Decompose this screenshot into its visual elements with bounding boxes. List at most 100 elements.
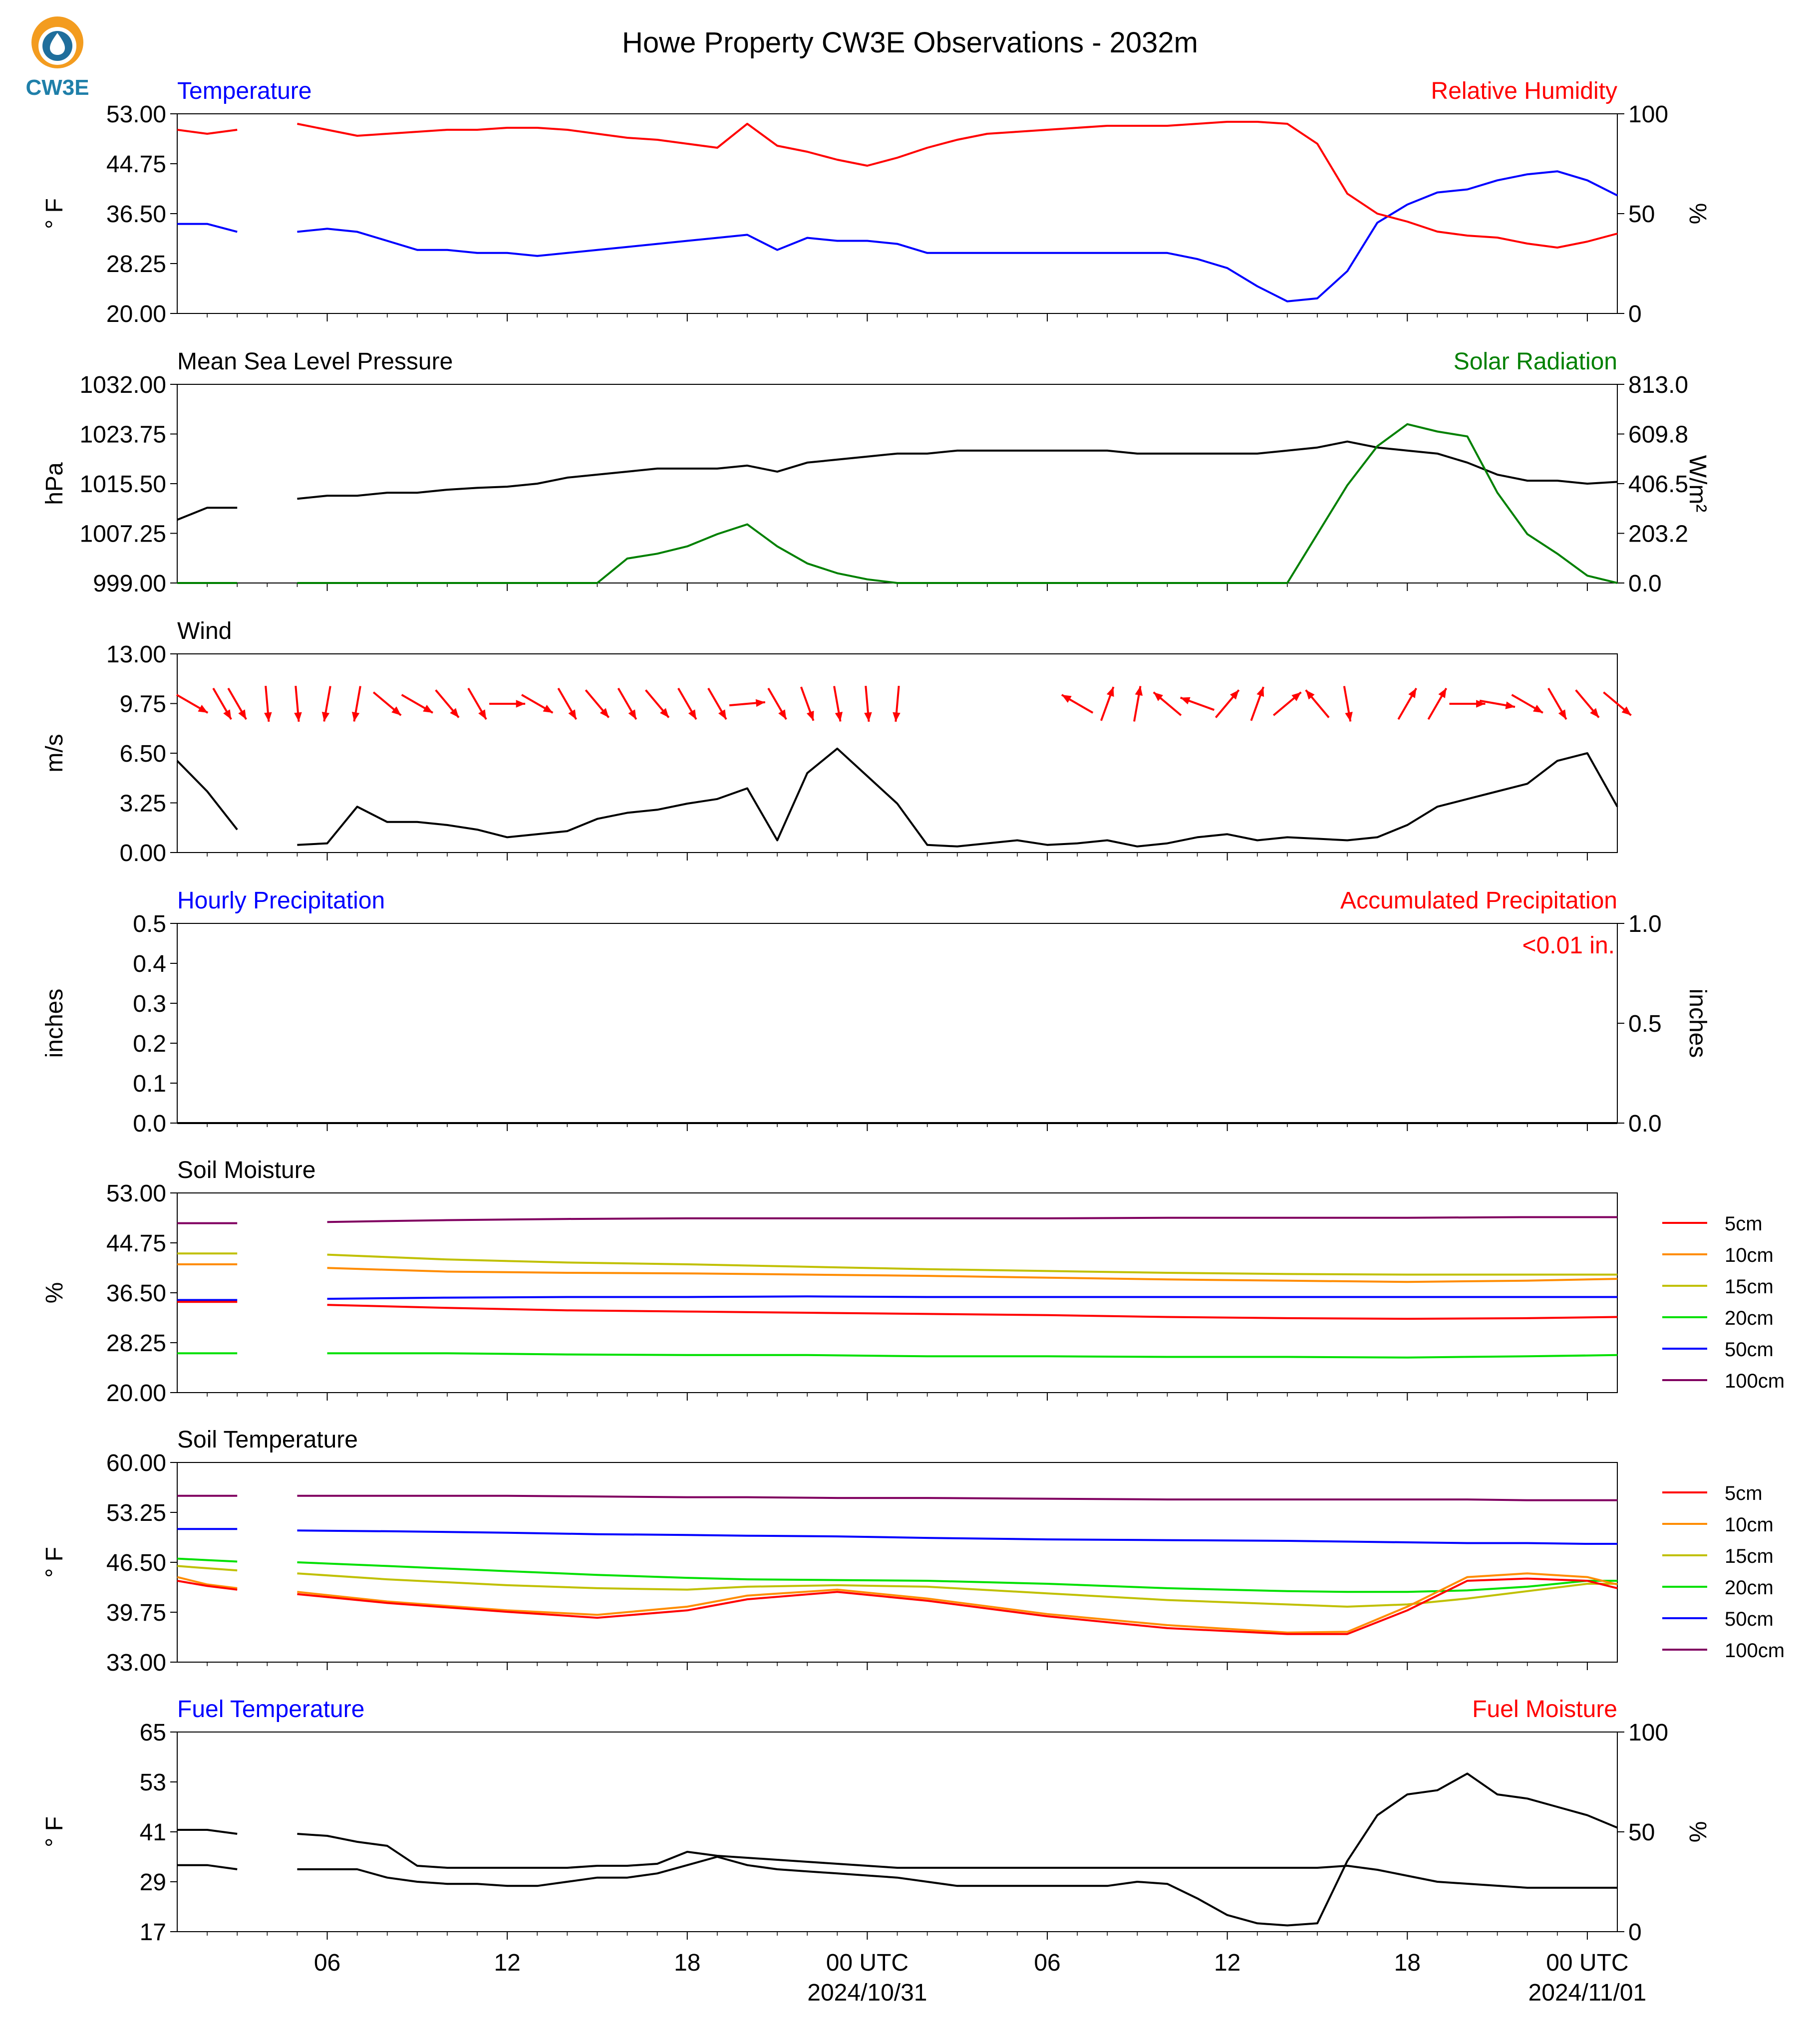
wind-arrow-head xyxy=(450,708,459,718)
panel-fuel: Fuel Temperature Fuel Moisture 17 29 41 53 65 0… xyxy=(41,1696,1711,1946)
y-tick-label: 44.75 xyxy=(106,1230,166,1257)
legend-label: 10cm xyxy=(1725,1244,1774,1266)
y-tick-label-right: 813.0 xyxy=(1628,372,1688,398)
y-tick-label: 1015.50 xyxy=(79,471,166,498)
wind-arrow-head xyxy=(321,712,330,722)
series-line-soil_20cm xyxy=(177,1352,1618,1359)
legend-label: 20cm xyxy=(1725,1307,1774,1329)
x-tick-label: 00 UTC xyxy=(826,1950,909,1976)
wind-arrow-head xyxy=(755,699,765,707)
panel-pressure_solar: Mean Sea Level Pressure Solar Radiation 99… xyxy=(41,348,1711,597)
series-line-soil_10cm xyxy=(177,1572,1618,1634)
wind-arrow-head xyxy=(1476,700,1486,708)
figure-title: Howe Property CW3E Observations - 2032m xyxy=(622,26,1198,59)
y-tick-label: 6.50 xyxy=(120,741,166,767)
legend-label: 100cm xyxy=(1725,1640,1785,1662)
wind-arrow-head xyxy=(478,709,486,720)
y-tick-label: 20.00 xyxy=(106,1380,166,1407)
y-tick-label-right: 50 xyxy=(1628,201,1655,228)
wind-arrow-head xyxy=(351,712,360,722)
wind-arrow-head xyxy=(1345,712,1353,722)
panel-title-left: Hourly Precipitation xyxy=(177,887,385,914)
y-tick-label: 20.00 xyxy=(106,301,166,327)
y-tick-label: 0.5 xyxy=(133,911,166,937)
wind-arrow-head xyxy=(391,706,401,716)
legend-label: 20cm xyxy=(1725,1577,1774,1599)
wind-arrow-head xyxy=(238,709,247,720)
y-tick-label: 999.00 xyxy=(93,571,166,597)
panel-title-right: Fuel Moisture xyxy=(1472,1696,1617,1723)
y-axis-label-right: % xyxy=(1684,1821,1711,1843)
wind-arrow-head xyxy=(1621,706,1631,716)
wind-arrow-head xyxy=(1408,688,1417,698)
wind-arrow-head xyxy=(600,708,609,718)
panel-title-right: Solar Radiation xyxy=(1454,348,1617,375)
y-tick-label-right: 100 xyxy=(1628,1720,1668,1746)
panel-title-right: Relative Humidity xyxy=(1431,78,1617,104)
panel-title-left: Soil Moisture xyxy=(177,1157,315,1183)
y-tick-label: 17 xyxy=(140,1919,166,1946)
panel-title-left: Mean Sea Level Pressure xyxy=(177,348,453,375)
wind-arrow-head xyxy=(1305,690,1315,700)
y-tick-label: 53.00 xyxy=(106,1180,166,1207)
y-axis-label: hPa xyxy=(41,462,68,505)
annotation-label: <0.01 in. xyxy=(1522,932,1615,959)
y-tick-label: 53.00 xyxy=(106,101,166,128)
x-tick-label: 00 UTC xyxy=(1546,1950,1628,1976)
panels: Temperature Relative Humidity 20.00 28.25 36… xyxy=(41,78,1785,1946)
legend-label: 10cm xyxy=(1725,1514,1774,1536)
panel-title-left: Fuel Temperature xyxy=(177,1696,364,1723)
panel-wind: Wind 0.00 3.25 6.50 9.75 13.00 m/s xyxy=(41,618,1632,867)
y-tick-label: 0.4 xyxy=(133,951,166,977)
y-tick-label: 1023.75 xyxy=(79,422,166,448)
y-tick-label-right: 0.5 xyxy=(1628,1011,1662,1037)
y-tick-label: 0.1 xyxy=(133,1071,166,1097)
y-tick-label: 9.75 xyxy=(120,691,166,718)
x-date-label: 2024/10/31 xyxy=(807,1980,927,2006)
y-tick-label-right: 203.2 xyxy=(1628,521,1688,548)
series-line-soil_15cm xyxy=(177,1252,1617,1276)
y-tick-label: 13.00 xyxy=(106,641,166,668)
y-tick-label: 46.50 xyxy=(106,1550,166,1576)
y-tick-label: 1032.00 xyxy=(79,372,166,398)
y-tick-label: 0.00 xyxy=(120,840,166,867)
series-line-solar xyxy=(177,423,1618,584)
cw3e-logo: CW3E xyxy=(25,16,89,100)
panel-temperature_humidity: Temperature Relative Humidity 20.00 28.25 36… xyxy=(41,78,1711,327)
wind-arrow-head xyxy=(718,709,726,720)
wind-arrow-head xyxy=(543,705,553,713)
series-line-soil_50cm xyxy=(177,1528,1617,1545)
y-tick-label: 0.3 xyxy=(133,991,166,1017)
series-line-soil_100cm xyxy=(177,1494,1617,1501)
y-tick-label: 36.50 xyxy=(106,1280,166,1307)
y-tick-label: 0.2 xyxy=(133,1031,166,1057)
wind-arrow-head xyxy=(835,712,843,722)
x-tick-label: 12 xyxy=(1214,1950,1240,1976)
series-line-soil_15cm xyxy=(177,1565,1617,1608)
legend-label: 5cm xyxy=(1725,1213,1763,1235)
series-line-soil_20cm xyxy=(177,1557,1617,1593)
panel-title-left: Temperature xyxy=(177,78,311,104)
y-axis-label: ° F xyxy=(41,1816,68,1847)
legend-label: 5cm xyxy=(1725,1482,1763,1504)
y-tick-label: 44.75 xyxy=(106,151,166,178)
y-tick-label-right: 0.0 xyxy=(1628,1111,1662,1137)
wind-arrow-head xyxy=(893,712,901,722)
y-axis-label: ° F xyxy=(41,1547,68,1578)
y-tick-label-right: 609.8 xyxy=(1628,422,1688,448)
wind-arrow-head xyxy=(264,712,272,722)
wind-arrow-head xyxy=(1590,708,1599,718)
y-axis-label-right: inches xyxy=(1684,989,1711,1058)
x-tick-label: 12 xyxy=(494,1950,520,1976)
legend-label: 15cm xyxy=(1725,1276,1774,1298)
y-tick-label: 0.0 xyxy=(133,1111,166,1137)
series-line-fuel_moisture xyxy=(177,1829,1617,1889)
series-line-soil_5cm xyxy=(177,1577,1618,1635)
y-tick-label: 33.00 xyxy=(106,1650,166,1676)
y-axis-label-right: W/m² xyxy=(1684,455,1711,513)
y-tick-label: 29 xyxy=(140,1869,166,1896)
y-axis-label-right: % xyxy=(1684,203,1711,225)
y-tick-label: 41 xyxy=(140,1819,166,1846)
panel-title-left: Wind xyxy=(177,618,232,644)
series-line-soil_100cm xyxy=(177,1216,1617,1224)
